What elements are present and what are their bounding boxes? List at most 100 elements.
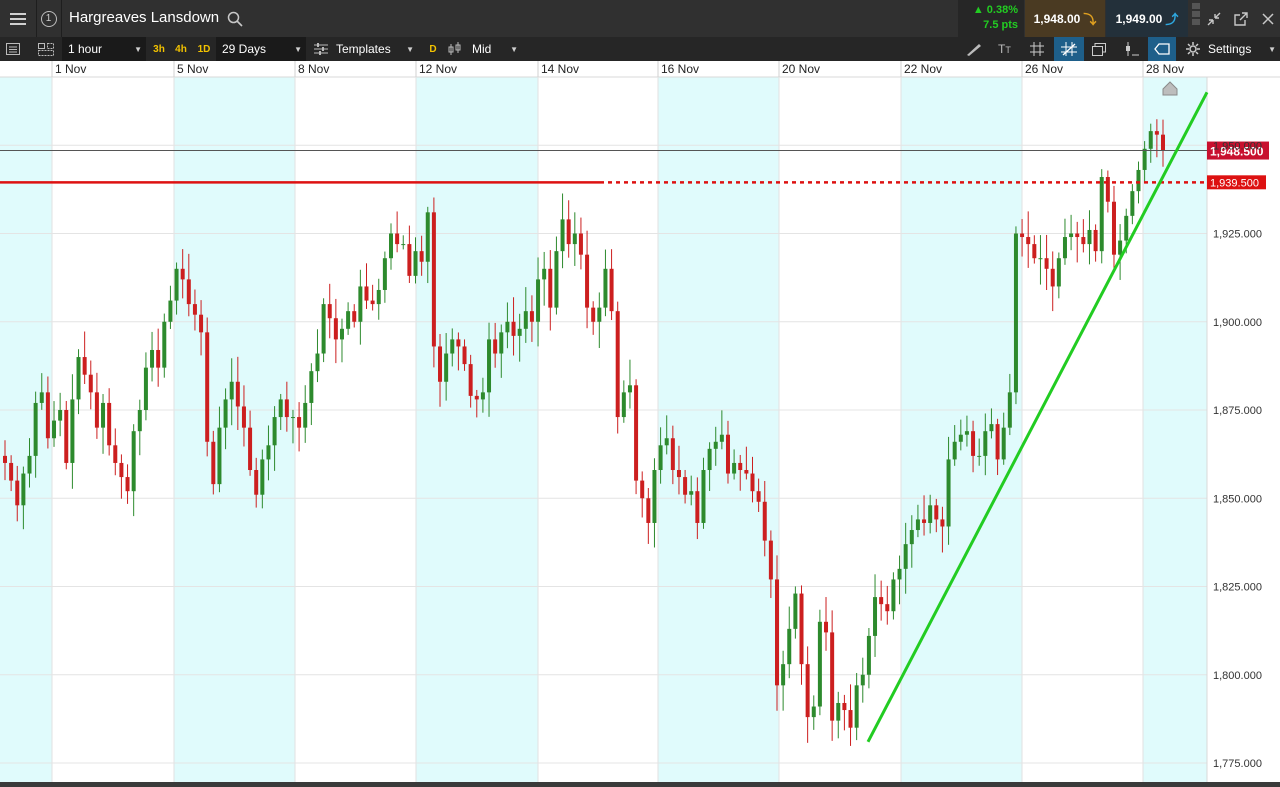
price-chart[interactable]: 1,948.500 1,939.500 1 Nov 5 Nov 8 Nov 12 Nov… (0, 61, 1280, 787)
candle-body (572, 233, 577, 245)
search-button[interactable] (226, 0, 244, 37)
candle-body (321, 304, 326, 354)
period-select[interactable]: 29 Days ▼ (216, 37, 306, 61)
candle-body (260, 459, 265, 495)
candle-body (235, 381, 240, 407)
gear-icon (1186, 42, 1200, 56)
templates-select[interactable]: Templates ▼ (314, 37, 414, 61)
price-type-select[interactable]: Mid ▼ (448, 37, 518, 61)
x-tick-label: 5 Nov (177, 62, 208, 76)
candle-body (39, 392, 44, 403)
close-button[interactable] (1257, 0, 1279, 37)
layout-button[interactable] (38, 37, 54, 61)
candle-body (995, 424, 1000, 460)
candle-body (891, 579, 896, 612)
candle-body (640, 480, 645, 499)
candle-body (1161, 134, 1165, 151)
layers-button[interactable] (1092, 37, 1108, 61)
candle-body (1087, 229, 1092, 245)
candle-body (1044, 258, 1049, 269)
candle-body (76, 357, 81, 400)
candle-body (775, 579, 779, 686)
layout-icon (38, 42, 54, 56)
candle-body (652, 470, 657, 523)
position-indicator (1192, 3, 1200, 34)
d-badge-button[interactable]: D (429, 43, 437, 55)
price-tag-icon (1154, 43, 1170, 55)
crosshair-snap-button[interactable] (1054, 37, 1084, 61)
home-icon (1162, 81, 1178, 96)
drawing-tool-button[interactable] (966, 37, 982, 61)
indicator-button[interactable] (1124, 37, 1140, 61)
candle-body (1062, 237, 1067, 259)
candle-body (143, 367, 148, 410)
quick-interval-3h[interactable]: 3h (153, 43, 165, 55)
candle-body (768, 540, 773, 580)
buy-button[interactable]: 1,949.00 ⤴ (1106, 0, 1188, 37)
up-arrow-icon: ⤴ (1165, 12, 1179, 27)
sell-button[interactable]: 1,948.00 ⤵ (1025, 0, 1105, 37)
candle-body (1075, 233, 1080, 238)
collapse-button[interactable] (1203, 0, 1225, 37)
menu-button[interactable] (0, 0, 36, 37)
candle-body (585, 254, 590, 308)
candle-body (1007, 392, 1012, 428)
y-tick-label: 1,950.000 (1213, 140, 1262, 152)
weekend-band (658, 77, 779, 782)
instrument-title[interactable]: Hargreaves Lansdown (69, 9, 220, 26)
quick-interval-1d[interactable]: 1D (197, 43, 211, 55)
divider (61, 0, 62, 37)
candle-body (909, 530, 914, 545)
candle-body (848, 710, 853, 728)
chevron-down-icon: ▼ (134, 44, 142, 54)
candle-body (168, 300, 173, 322)
hamburger-icon (10, 12, 26, 25)
current-price-label: 1,948.500 (1210, 145, 1264, 159)
popout-button[interactable] (1230, 0, 1252, 37)
price-type-value: Mid (472, 42, 492, 56)
x-tick-label: 1 Nov (55, 62, 86, 76)
candle-body (983, 431, 988, 456)
candle-body (21, 473, 26, 506)
candle-body (303, 402, 308, 428)
up-triangle-icon: ▲ (972, 4, 984, 16)
candle-body (284, 399, 289, 418)
candle-body (517, 328, 522, 336)
candle-body (873, 597, 878, 636)
quick-interval-4h[interactable]: 4h (175, 43, 187, 55)
list-view-button[interactable] (6, 37, 20, 61)
grid-button[interactable] (1030, 37, 1044, 61)
candle-body (554, 251, 559, 308)
candle-body (162, 321, 167, 368)
candle-body (131, 431, 136, 492)
candle-body (615, 311, 620, 418)
info-number: 1 (45, 13, 52, 24)
info-button[interactable]: 1 (36, 0, 61, 37)
candle-body (922, 519, 927, 523)
candle-body (542, 268, 547, 280)
candle-body (756, 491, 761, 502)
candle-body (217, 427, 222, 485)
price-tag-button[interactable] (1148, 37, 1176, 61)
candle-body (211, 441, 216, 485)
candle-body (315, 353, 320, 372)
candle-body (1105, 177, 1110, 202)
candle-body (505, 321, 510, 333)
candle-body (1136, 169, 1141, 192)
candle-body (370, 300, 375, 305)
interval-select[interactable]: 1 hour ▼ (62, 37, 146, 61)
candle-body (156, 349, 161, 368)
text-tool-button[interactable]: TT (998, 37, 1011, 61)
candle-body (658, 445, 663, 471)
candle-body (591, 307, 596, 322)
candle-body (493, 339, 498, 354)
x-tick-label: 28 Nov (1146, 62, 1184, 76)
settings-button[interactable]: Settings ▼ (1186, 37, 1276, 61)
candle-body (376, 289, 381, 305)
trendline (866, 91, 1209, 743)
candle-body (474, 395, 479, 400)
sell-price: 1,948.00 (1033, 11, 1081, 26)
x-tick-label: 26 Nov (1025, 62, 1063, 76)
candle-body (290, 417, 295, 419)
candle-body (45, 392, 50, 439)
